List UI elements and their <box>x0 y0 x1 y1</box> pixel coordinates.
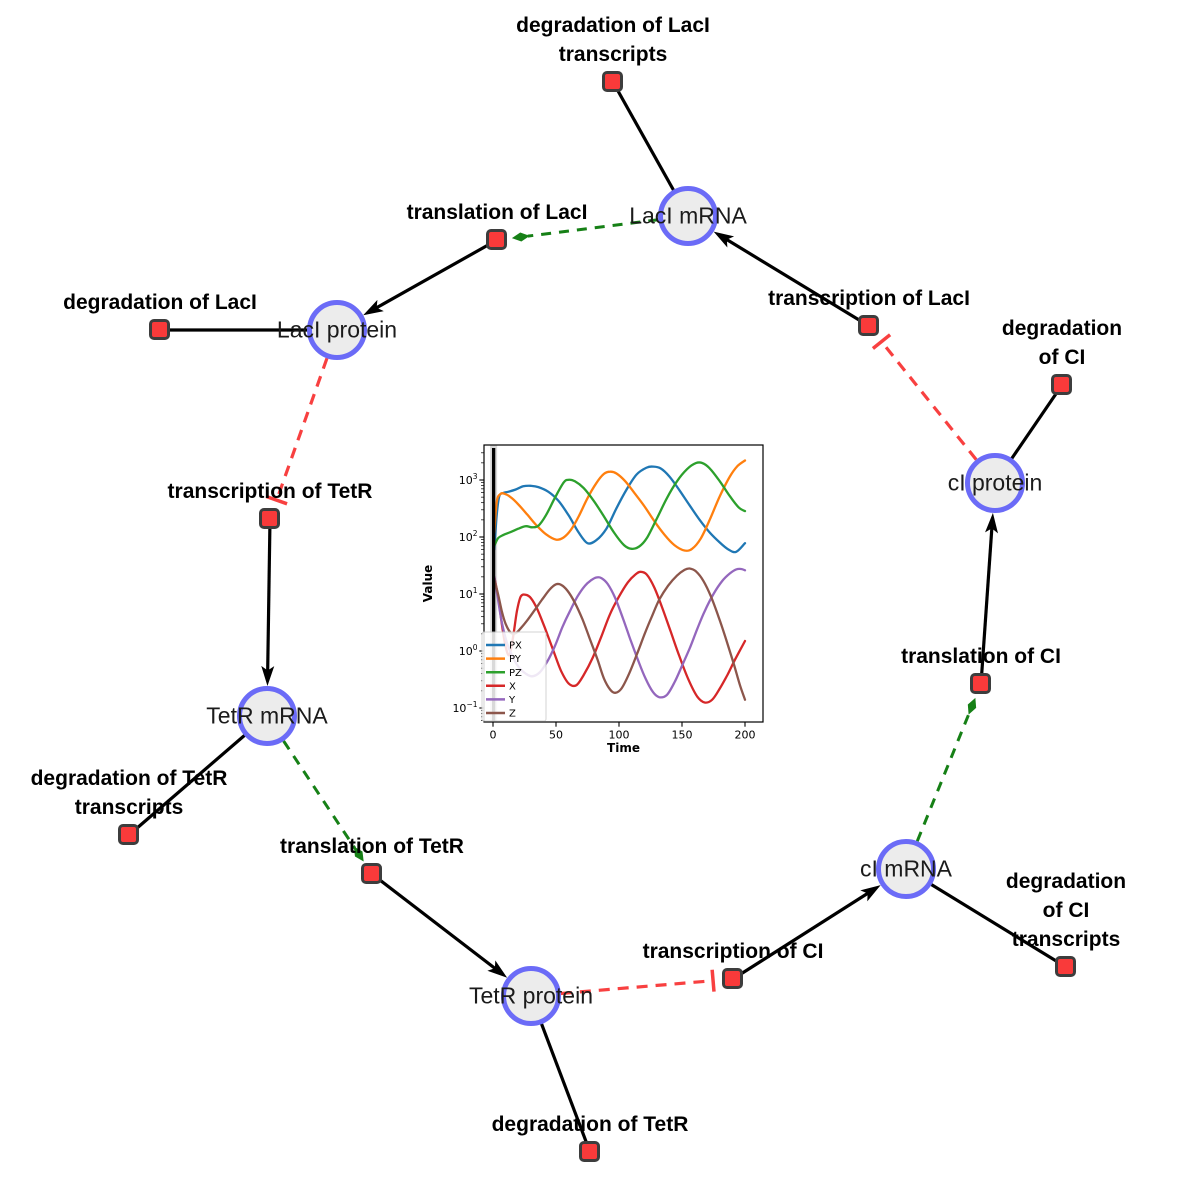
legend: PX PY PZ XYZ <box>481 631 547 722</box>
svg-text:150: 150 <box>672 729 693 742</box>
legend-label-PY: PY <box>509 654 522 665</box>
series-line-PY <box>493 459 747 552</box>
edge-ci_mrna-transl_ci-modifier <box>915 697 977 842</box>
reaction-node-deg_ci_tx[interactable] <box>1055 956 1076 977</box>
svg-text:Value: Value <box>421 565 435 603</box>
edge-transc_ci-ci_mrna-production <box>732 885 881 981</box>
reaction-node-deg_tetr[interactable] <box>579 1141 600 1162</box>
reaction-node-transl_ci[interactable] <box>970 673 991 694</box>
edge-laci_protein-transc_tetr-inhibition <box>265 357 329 506</box>
plot-spines <box>483 444 764 723</box>
series-line-PX <box>493 465 747 554</box>
timecourse-plot: 0 50 100 150 200Time10−1100101102103ValuePXP… <box>420 425 800 770</box>
y-axis: 10−1 100 101 102 103 Value <box>421 452 484 721</box>
svg-text:50: 50 <box>549 729 563 742</box>
reaction-node-transc_ci[interactable] <box>722 968 743 989</box>
edge-transl_ci-ci_protein-production <box>979 512 999 685</box>
legend-label-Z: Z <box>509 709 516 720</box>
legend-label-X: X <box>509 681 516 692</box>
series-line-Z <box>493 567 747 701</box>
reaction-node-transc_tetr[interactable] <box>259 508 280 529</box>
svg-text:0: 0 <box>490 729 497 742</box>
x-axis: 0 50 100 150 200 Time <box>490 722 756 755</box>
edge-transc_laci-laci_mrna-production <box>713 231 870 328</box>
species-node-laci_protein[interactable] <box>307 300 367 360</box>
edge-transc_tetr-tetr_mrna-production <box>261 518 275 687</box>
svg-text:10−1: 10−1 <box>452 700 477 715</box>
svg-text:101: 101 <box>459 586 478 601</box>
edge-ci_protein-transc_laci-inhibition <box>871 333 978 461</box>
legend-label-Y: Y <box>508 695 516 706</box>
edge-laci_mrna-transl_laci-modifier <box>511 218 659 242</box>
legend-label-PX: PX <box>509 641 522 652</box>
species-node-laci_mrna[interactable] <box>658 186 718 246</box>
reaction-node-deg_laci_tx[interactable] <box>602 71 623 92</box>
species-node-ci_mrna[interactable] <box>876 839 936 899</box>
edge-tetr_mrna-transl_tetr-modifier <box>282 740 364 862</box>
svg-text:100: 100 <box>459 643 478 658</box>
edge-transl_laci-laci_protein-production <box>363 238 498 316</box>
svg-text:102: 102 <box>459 529 478 544</box>
species-node-ci_protein[interactable] <box>965 453 1025 513</box>
edge-tetr_protein-transc_ci-inhibition <box>560 969 716 996</box>
reaction-node-transl_laci[interactable] <box>486 229 507 250</box>
reaction-node-transl_tetr[interactable] <box>361 863 382 884</box>
reaction-node-deg_ci[interactable] <box>1051 374 1072 395</box>
svg-text:100: 100 <box>609 729 630 742</box>
series-line-X <box>493 570 747 704</box>
svg-text:Time: Time <box>607 741 640 755</box>
species-node-tetr_mrna[interactable] <box>237 686 297 746</box>
svg-text:200: 200 <box>735 729 756 742</box>
species-node-tetr_protein[interactable] <box>501 966 561 1026</box>
reaction-node-transc_laci[interactable] <box>858 315 879 336</box>
edge-transl_tetr-tetr_protein-production <box>371 872 508 978</box>
series-line-PZ <box>493 461 747 551</box>
svg-text:103: 103 <box>459 472 478 487</box>
edge-ci_mrna-deg_ci_tx-consumption <box>905 867 1067 969</box>
legend-label-PZ: PZ <box>509 668 522 679</box>
reaction-node-deg_laci[interactable] <box>149 319 170 340</box>
reaction-node-deg_tetr_tx[interactable] <box>118 824 139 845</box>
series-curves <box>493 459 747 704</box>
